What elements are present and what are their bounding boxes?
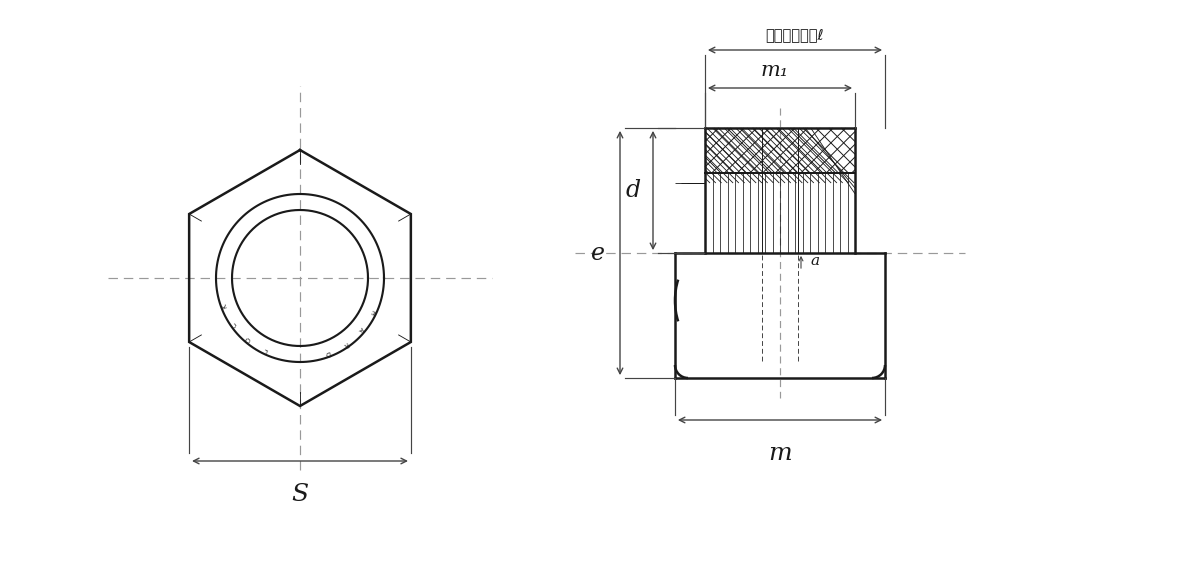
Text: A: A	[358, 326, 365, 333]
Text: K: K	[221, 302, 228, 309]
Text: L: L	[263, 347, 269, 354]
Text: R: R	[342, 339, 349, 347]
Text: m₁: m₁	[761, 61, 790, 80]
Text: d: d	[625, 179, 641, 202]
Text: S: S	[292, 483, 308, 506]
Text: e: e	[592, 242, 605, 265]
Text: H: H	[368, 309, 377, 315]
Text: セットの高さℓ: セットの高さℓ	[766, 27, 824, 42]
Text: O: O	[245, 336, 252, 343]
Text: a: a	[810, 254, 820, 268]
Text: C: C	[230, 320, 239, 328]
Text: D: D	[324, 350, 331, 357]
Text: m: m	[768, 442, 792, 465]
